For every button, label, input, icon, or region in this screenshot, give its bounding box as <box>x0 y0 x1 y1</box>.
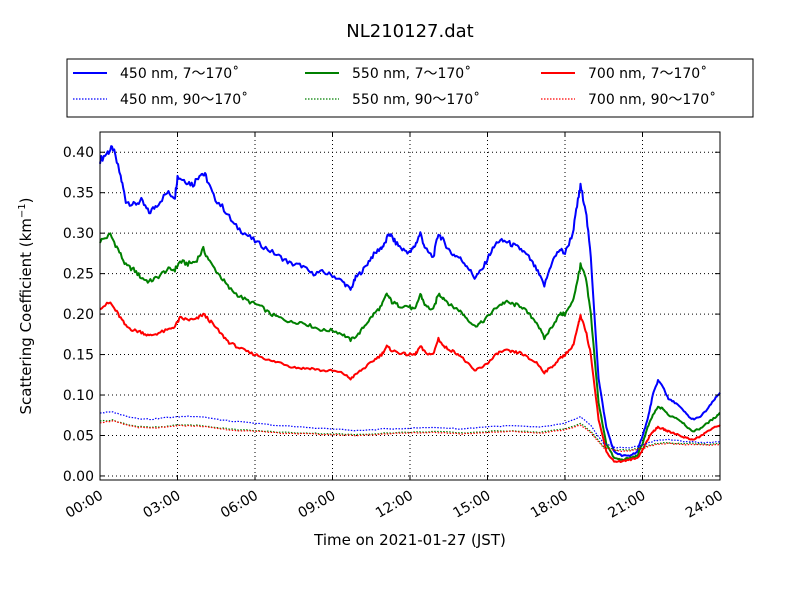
x-tick-label: 09:00 <box>296 488 339 522</box>
y-axis-label: Scattering Coefficient (km−1) <box>17 197 35 414</box>
legend-label: 700 nm, 90～170˚ <box>588 91 716 108</box>
y-tick-label: 0.05 <box>63 428 94 444</box>
legend-label: 450 nm, 7～170˚ <box>120 65 239 82</box>
chart-title: NL210127.dat <box>346 21 473 42</box>
x-tick-label: 00:00 <box>63 488 106 522</box>
y-tick-label: 0.15 <box>63 348 94 364</box>
legend-box <box>66 58 754 118</box>
y-tick-label: 0.10 <box>63 388 94 404</box>
series-line-1 <box>99 145 721 458</box>
x-tick-label: 21:00 <box>606 488 649 522</box>
y-tick-label: 0.35 <box>63 186 94 202</box>
grid <box>99 132 721 480</box>
x-tick-label: 12:00 <box>373 488 416 522</box>
y-tick-label: 0.25 <box>63 267 94 283</box>
x-tick-label: 18:00 <box>528 488 571 522</box>
legend-label: 550 nm, 90～170˚ <box>352 91 480 108</box>
series-layer <box>99 145 721 464</box>
y-tick-label: 0.00 <box>63 469 94 485</box>
y-tick-label: 0.40 <box>63 145 94 161</box>
y-tick-label: 0.20 <box>63 307 94 323</box>
series-line-3 <box>99 301 721 464</box>
legend-label: 700 nm, 7～170˚ <box>588 65 707 82</box>
x-tick-label: 15:00 <box>451 488 494 522</box>
legend-label: 550 nm, 7～170˚ <box>352 65 471 82</box>
y-axis-label-sup: −1 <box>17 203 28 218</box>
series-line-6 <box>99 420 721 452</box>
legend: 450 nm, 7～170˚ 550 nm, 7～170˚ 700 nm, 7～17… <box>66 58 754 118</box>
x-tick-label: 24:00 <box>683 488 726 522</box>
y-axis-label-main: Scattering Coefficient (km <box>17 218 35 414</box>
y-axis-label-close: ) <box>17 197 35 203</box>
x-tick-label: 03:00 <box>141 488 184 522</box>
x-tick-label: 06:00 <box>218 488 261 522</box>
y-tick-label: 0.30 <box>63 226 94 242</box>
x-axis-label: Time on 2021-01-27 (JST) <box>313 531 506 549</box>
legend-label: 450 nm, 90～170˚ <box>120 91 248 108</box>
series-line-4 <box>99 411 721 449</box>
